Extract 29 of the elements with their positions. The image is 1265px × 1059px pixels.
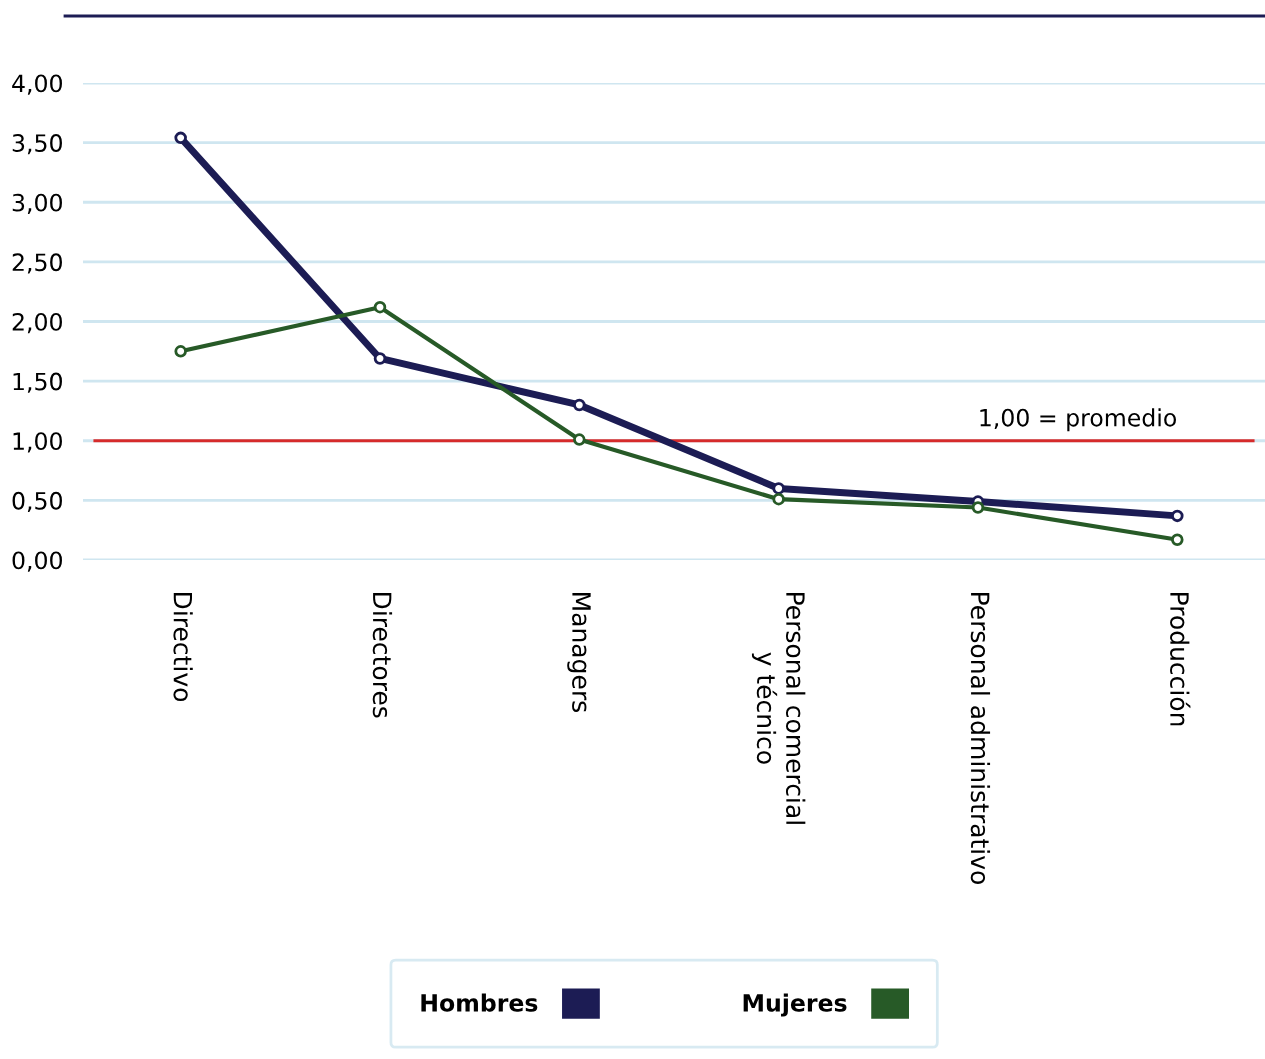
point (573, 433, 586, 446)
legend-label: Mujeres (743, 993, 847, 1017)
x-tick-label: Producción (1170, 593, 1191, 726)
point (772, 482, 785, 495)
point (373, 300, 387, 314)
y-tick-label: 3,50 (12, 134, 62, 155)
point (174, 131, 187, 145)
y-tick-label: 4,00 (12, 74, 62, 95)
legend-label: Hombres (421, 993, 538, 1012)
point (373, 352, 387, 365)
point (174, 345, 187, 358)
y-tick-label: 2,50 (12, 253, 62, 274)
y-tick-label: 3,00 (12, 193, 62, 214)
x-tick-label: Directivo (173, 593, 193, 702)
y-tick-label: 1,00 (13, 432, 62, 453)
point (1171, 509, 1184, 523)
x-tick-label: Personal comercial y técnico (751, 593, 806, 824)
point (1171, 533, 1184, 546)
point (772, 492, 785, 506)
y-tick-label: 0,50 (12, 491, 62, 513)
x-tick-label: Managers (567, 593, 591, 712)
x-tick-label: Personal administrativo (970, 593, 991, 884)
y-tick-label: 0,00 (12, 551, 62, 572)
ref-line-label: 1,00 = promedio (980, 408, 1176, 432)
x-tick-label: Directores (372, 593, 393, 718)
y-tick-label: 1,50 (13, 372, 62, 393)
y-tick-label: 2,00 (12, 312, 62, 334)
point (971, 501, 985, 514)
point (573, 398, 586, 412)
